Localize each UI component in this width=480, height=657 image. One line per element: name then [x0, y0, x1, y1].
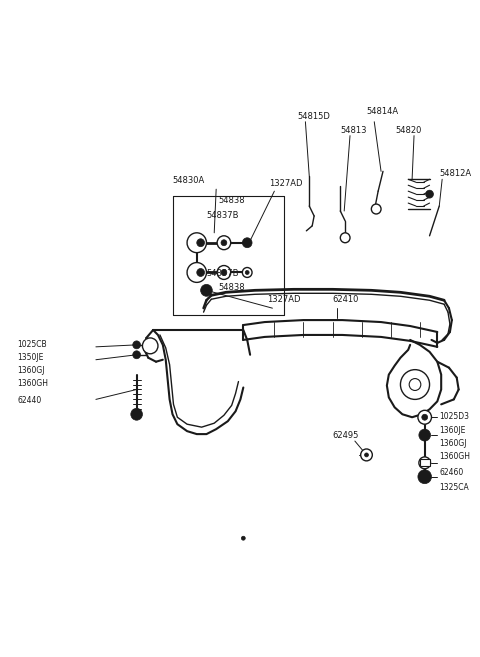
Circle shape	[242, 238, 252, 248]
Text: 62460: 62460	[439, 468, 464, 477]
Text: 1360GH: 1360GH	[17, 378, 48, 388]
Text: 1025CB: 1025CB	[17, 340, 47, 349]
Text: 1360GH: 1360GH	[439, 452, 470, 461]
Text: 1360GJ: 1360GJ	[439, 439, 467, 448]
Circle shape	[133, 351, 141, 359]
Circle shape	[201, 284, 212, 296]
Text: 1025D3: 1025D3	[439, 413, 469, 421]
Circle shape	[419, 429, 431, 441]
Text: 1327AD: 1327AD	[269, 179, 303, 189]
Text: 1327AD: 1327AD	[266, 295, 300, 304]
Circle shape	[419, 457, 431, 469]
Text: 1350JE: 1350JE	[17, 353, 44, 362]
Circle shape	[360, 449, 372, 461]
Text: 54815D: 54815D	[298, 112, 331, 121]
Text: 62495: 62495	[333, 431, 359, 440]
Text: 54838: 54838	[218, 196, 245, 205]
Circle shape	[365, 453, 369, 457]
Circle shape	[418, 411, 432, 424]
Text: 54837B: 54837B	[206, 211, 239, 220]
Circle shape	[131, 408, 143, 420]
Circle shape	[426, 190, 433, 198]
Circle shape	[197, 269, 204, 277]
Text: 54830A: 54830A	[172, 176, 205, 185]
Circle shape	[197, 238, 204, 246]
Circle shape	[143, 338, 158, 353]
Text: 54838: 54838	[218, 283, 245, 292]
Text: 62440: 62440	[17, 396, 42, 405]
Text: 1360GJ: 1360GJ	[17, 366, 45, 374]
Circle shape	[418, 470, 432, 484]
Circle shape	[221, 240, 227, 246]
Text: 54813: 54813	[340, 125, 367, 135]
Text: 1360JE: 1360JE	[439, 426, 466, 435]
Bar	[420, 459, 430, 466]
Circle shape	[372, 204, 381, 214]
Text: 62410: 62410	[333, 295, 359, 304]
Text: 1325CA: 1325CA	[439, 483, 469, 491]
Text: 54812A: 54812A	[439, 170, 471, 178]
Circle shape	[217, 265, 231, 279]
Text: 54814A: 54814A	[367, 107, 398, 116]
Circle shape	[245, 271, 249, 275]
Circle shape	[340, 233, 350, 242]
Circle shape	[422, 415, 428, 420]
Circle shape	[242, 267, 252, 277]
Circle shape	[217, 236, 231, 250]
Circle shape	[409, 378, 421, 390]
Circle shape	[241, 536, 245, 540]
Text: 54837B: 54837B	[206, 269, 239, 277]
Text: 54820: 54820	[396, 125, 422, 135]
Circle shape	[187, 233, 206, 253]
Circle shape	[221, 269, 227, 275]
Circle shape	[133, 341, 141, 349]
Circle shape	[400, 370, 430, 399]
Circle shape	[187, 263, 206, 283]
